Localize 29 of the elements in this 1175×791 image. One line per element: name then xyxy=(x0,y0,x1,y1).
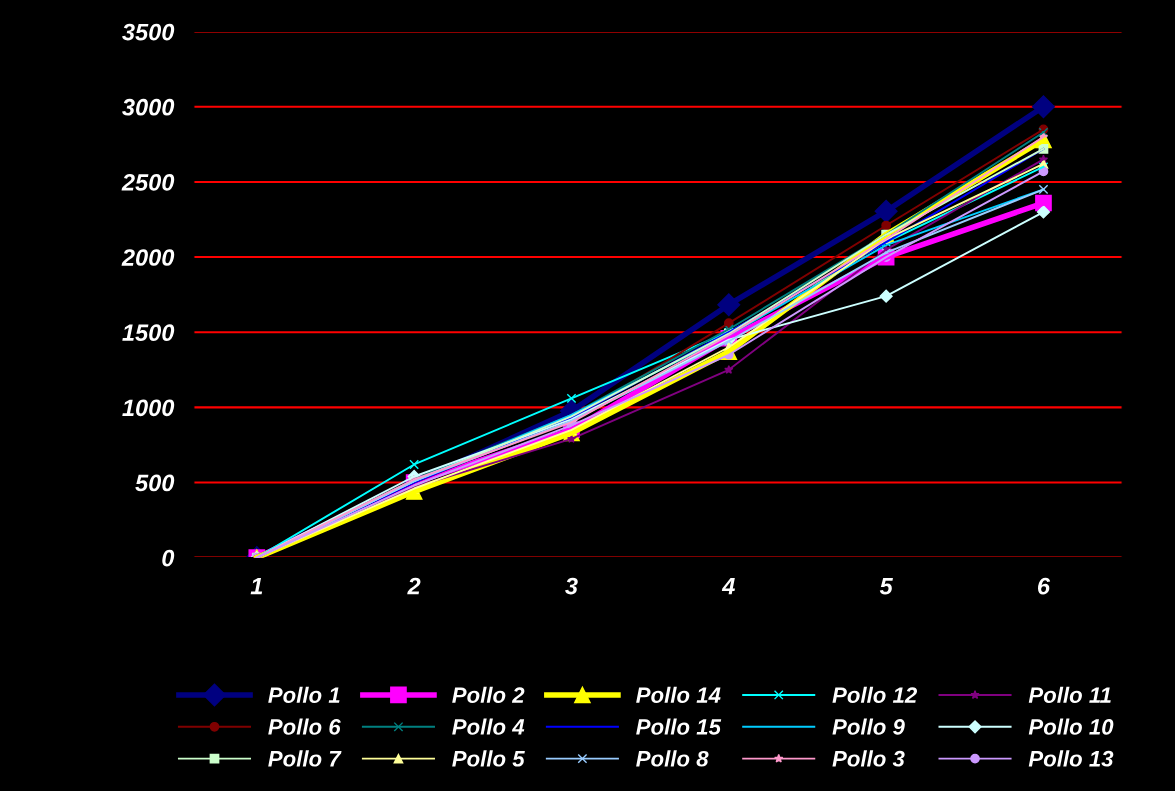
y-tick-label: 1500 xyxy=(122,324,175,342)
y-tick-label: 500 xyxy=(135,474,175,492)
x-tick-label: 2 xyxy=(407,577,421,595)
legend-label: Pollo 11 xyxy=(1028,686,1111,703)
legend-label: Pollo 6 xyxy=(268,718,341,735)
legend-label: Pollo 7 xyxy=(268,750,342,767)
x-tick-label: 4 xyxy=(721,577,735,595)
legend-label: Pollo 4 xyxy=(452,718,525,735)
legend-label: Pollo 15 xyxy=(636,718,722,735)
legend-label: Pollo 2 xyxy=(452,686,525,703)
legend-label: Pollo 3 xyxy=(832,750,905,767)
x-tick-label: 3 xyxy=(565,577,578,595)
legend-label: Pollo 1 xyxy=(268,686,340,703)
x-tick-label: 1 xyxy=(250,577,263,595)
x-tick-label: 5 xyxy=(879,577,893,595)
legend-label: Pollo 8 xyxy=(636,750,709,767)
legend-label: Pollo 9 xyxy=(832,718,905,735)
y-tick-label: 0 xyxy=(162,549,175,567)
legend-label: Pollo 10 xyxy=(1028,718,1114,735)
legend-label: Pollo 13 xyxy=(1028,750,1114,767)
y-tick-label: 1000 xyxy=(122,399,175,417)
legend-label: Pollo 5 xyxy=(452,750,525,767)
legend-label: Pollo 14 xyxy=(636,686,721,703)
y-tick-label: 3500 xyxy=(122,23,175,41)
y-tick-label: 2500 xyxy=(121,174,175,191)
y-tick-label: 3000 xyxy=(122,98,175,116)
legend-label: Pollo 12 xyxy=(832,686,918,703)
y-tick-label: 2000 xyxy=(121,249,175,266)
x-tick-label: 6 xyxy=(1037,577,1051,595)
